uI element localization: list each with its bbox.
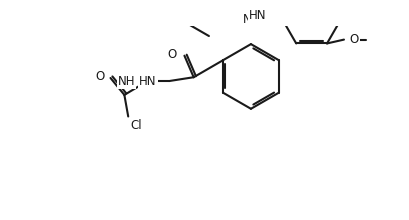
Text: HN: HN bbox=[248, 9, 266, 22]
Text: O: O bbox=[167, 48, 176, 61]
Text: NH: NH bbox=[117, 75, 135, 88]
Text: O: O bbox=[95, 70, 104, 83]
Text: O: O bbox=[348, 33, 358, 46]
Text: Cl: Cl bbox=[130, 119, 142, 132]
Text: N: N bbox=[243, 13, 251, 26]
Text: HN: HN bbox=[139, 75, 156, 88]
